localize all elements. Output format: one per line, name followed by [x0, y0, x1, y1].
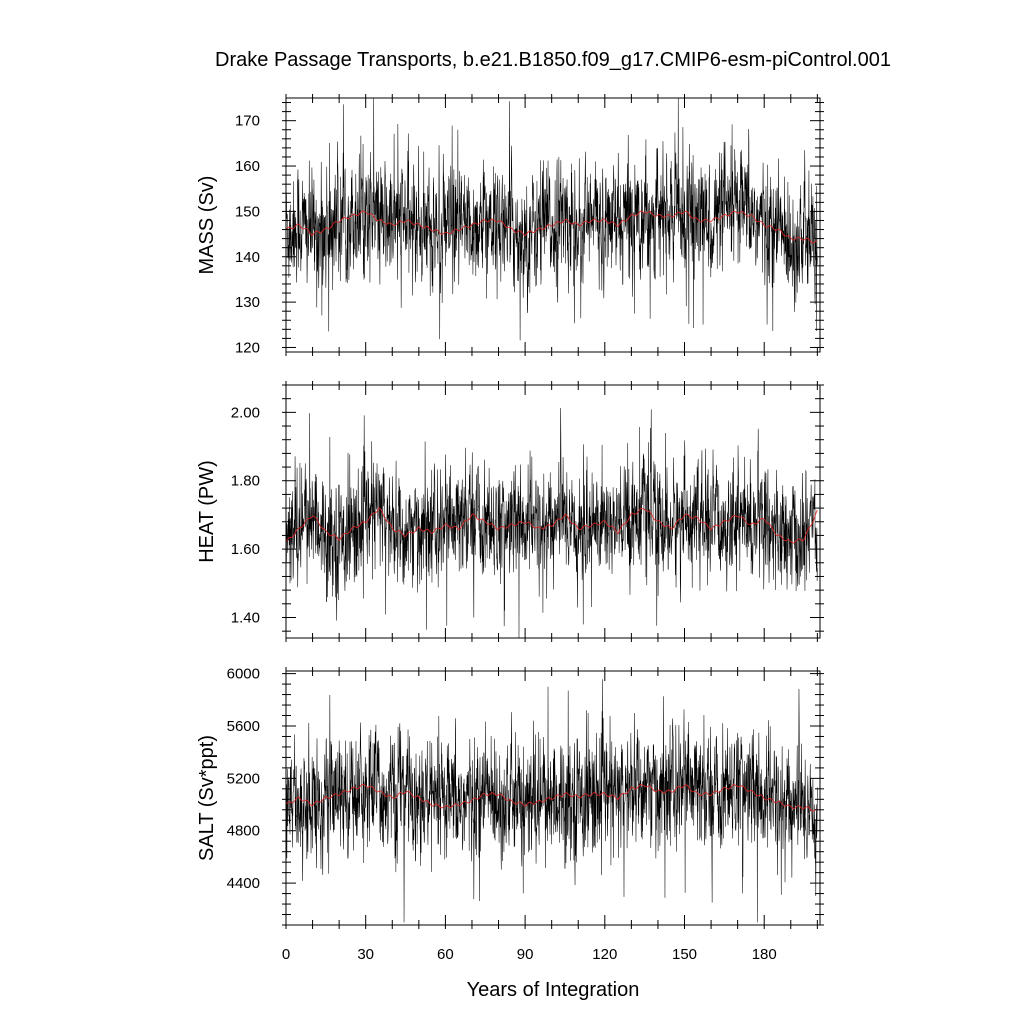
chart-title: Drake Passage Transports, b.e21.B1850.f0… [215, 49, 891, 71]
x-tick-label: 0 [282, 946, 290, 963]
y-tick-label: 2.00 [231, 404, 260, 421]
y-tick-label: 6000 [227, 666, 260, 683]
y-tick-label: 4800 [227, 823, 260, 840]
y-tick-label: 170 [235, 113, 260, 130]
panel-1: 120 130 140 150 160 170 MASS (Sv) [196, 94, 824, 356]
y-tick-label: 130 [235, 294, 260, 311]
y-tick-label: 1.80 [231, 473, 260, 490]
raw-series-line [286, 98, 818, 341]
y-axis-label: SALT (Sv*ppt) [196, 735, 218, 861]
panel-2: 1.40 1.60 1.80 2.00 HEAT (PW) [196, 381, 824, 642]
y-tick-label: 1.40 [231, 609, 260, 626]
y-tick-label: 120 [235, 339, 260, 356]
y-axis-label: HEAT (PW) [196, 460, 218, 563]
plot-frame [285, 97, 821, 353]
y-tick-label: 5200 [227, 770, 260, 787]
raw-series-line [286, 679, 818, 923]
panel-3: 4400 4800 5200 5600 6000 0 30 60 90 120 150 180 SALT… [196, 666, 824, 963]
y-tick-label: 4400 [227, 875, 260, 892]
x-tick-label: 150 [672, 946, 697, 963]
x-tick-label: 30 [357, 946, 374, 963]
y-tick-label: 150 [235, 203, 260, 220]
x-tick-label: 120 [592, 946, 617, 963]
y-axis-label: MASS (Sv) [196, 176, 218, 275]
y-tick-label: 5600 [227, 718, 260, 735]
smoothed-series-line [286, 783, 818, 812]
x-tick-label: 60 [437, 946, 454, 963]
y-tick-label: 140 [235, 249, 260, 266]
x-tick-label: 90 [517, 946, 534, 963]
panels-group: 120 130 140 150 160 170 MASS (Sv) 1.40 1.60 1.80 2… [196, 94, 824, 963]
x-axis-label: Years of Integration [467, 979, 640, 1001]
y-tick-label: 160 [235, 158, 260, 175]
smoothed-series-line [286, 210, 818, 244]
smoothed-series-line [286, 507, 818, 544]
y-tick-label: 1.60 [231, 541, 260, 558]
plot-frame [285, 670, 821, 926]
plot-frame [285, 384, 821, 639]
x-tick-label: 180 [752, 946, 777, 963]
raw-series-line [286, 407, 818, 638]
